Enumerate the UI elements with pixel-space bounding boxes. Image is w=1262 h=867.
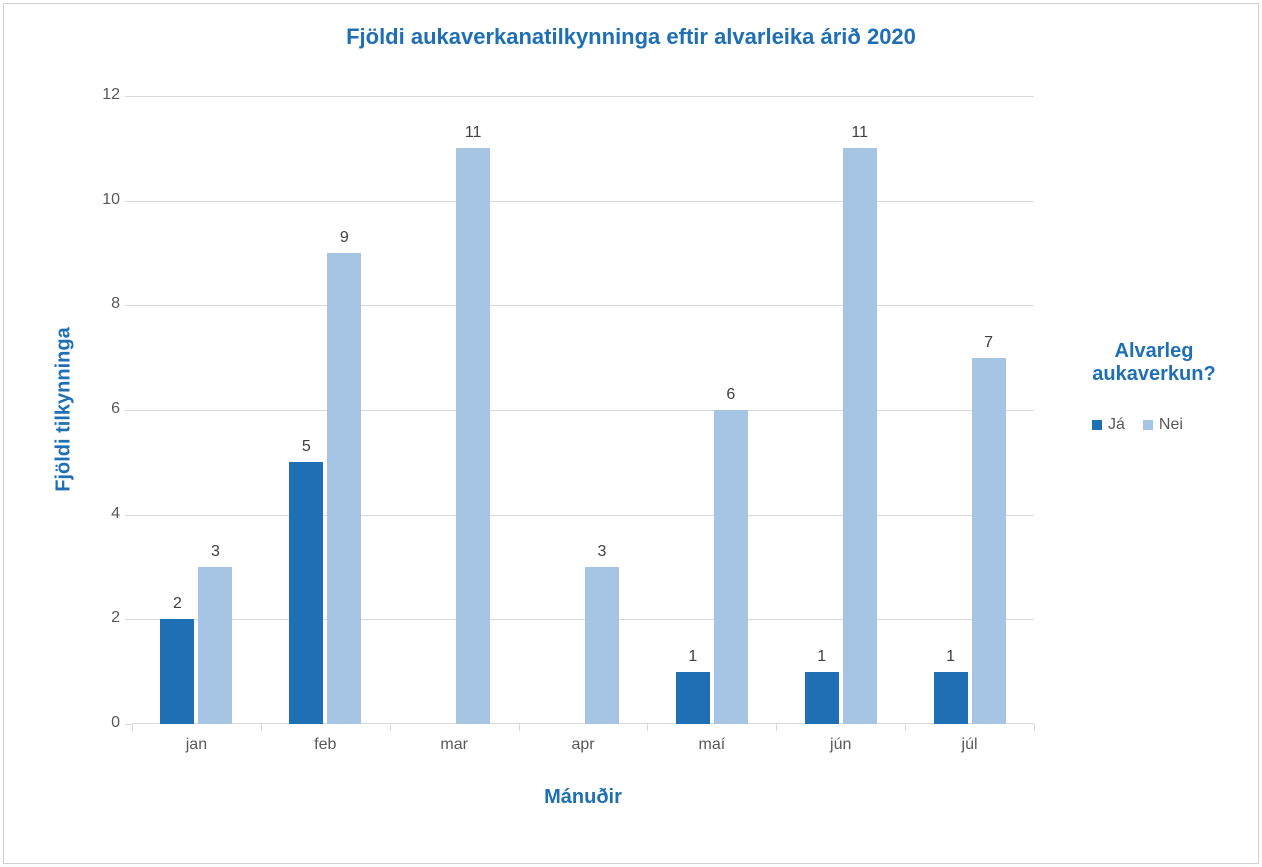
grid-line [132,410,1034,411]
bar [327,253,361,724]
y-tick-mark [125,201,132,202]
grid-line [132,305,1034,306]
legend-swatch [1092,420,1102,430]
bar-value-label: 3 [188,543,242,561]
legend-item: Nei [1143,416,1183,434]
bar [714,410,748,724]
y-tick-mark [125,410,132,411]
bar [456,148,490,724]
x-tick-mark [390,724,391,731]
y-tick-mark [125,619,132,620]
y-tick-label: 6 [82,400,120,418]
x-tick-mark [776,724,777,731]
x-tick-label: júl [930,736,1010,754]
y-tick-label: 4 [82,505,120,523]
x-tick-label: maí [672,736,752,754]
bar [676,672,710,724]
bar-value-label: 1 [795,648,849,666]
x-tick-label: feb [285,736,365,754]
x-tick-mark [261,724,262,731]
chart-frame: Fjöldi aukaverkanatilkynninga eftir alva… [3,3,1259,864]
grid-line [132,619,1034,620]
legend-label: Já [1108,416,1125,434]
bar [805,672,839,724]
bar-value-label: 2 [150,595,204,613]
bar [585,567,619,724]
grid-line [132,515,1034,516]
bar-value-label: 11 [833,124,887,142]
grid-line [132,201,1034,202]
bar-value-label: 5 [279,438,333,456]
bar [843,148,877,724]
bar-value-label: 3 [575,543,629,561]
bar [934,672,968,724]
y-tick-label: 8 [82,295,120,313]
x-tick-mark [905,724,906,731]
legend-swatch [1143,420,1153,430]
bar [972,358,1006,724]
bar [160,619,194,724]
x-axis-title: Mánuðir [132,786,1034,809]
bar-value-label: 6 [704,386,758,404]
bar-value-label: 1 [924,648,978,666]
x-axis-line [132,723,1034,724]
legend-title: Alvarleg aukaverkun? [1064,340,1244,386]
y-axis-title: Fjöldi tilkynninga [53,310,76,510]
legend: Já Nei [1092,416,1183,434]
x-tick-mark [132,724,133,731]
y-tick-mark [125,305,132,306]
x-tick-label: jún [801,736,881,754]
bar-value-label: 9 [317,229,371,247]
bar-value-label: 11 [446,124,500,142]
legend-item: Já [1092,416,1125,434]
plot-area: 024681012jan23feb59mar11apr3maí16jún111j… [132,96,1034,724]
bar [289,462,323,724]
y-tick-mark [125,724,132,725]
x-tick-mark [519,724,520,731]
grid-line [132,96,1034,97]
chart-title: Fjöldi aukaverkanatilkynninga eftir alva… [4,24,1258,50]
x-tick-mark [647,724,648,731]
y-tick-mark [125,515,132,516]
bar-value-label: 7 [962,334,1016,352]
x-tick-mark [1034,724,1035,731]
y-tick-label: 12 [82,86,120,104]
y-tick-label: 10 [82,191,120,209]
x-tick-label: apr [543,736,623,754]
bar-value-label: 1 [666,648,720,666]
x-tick-label: jan [156,736,236,754]
x-tick-label: mar [414,736,494,754]
legend-label: Nei [1159,416,1183,434]
y-tick-mark [125,96,132,97]
bar [198,567,232,724]
y-tick-label: 0 [82,714,120,732]
y-tick-label: 2 [82,609,120,627]
